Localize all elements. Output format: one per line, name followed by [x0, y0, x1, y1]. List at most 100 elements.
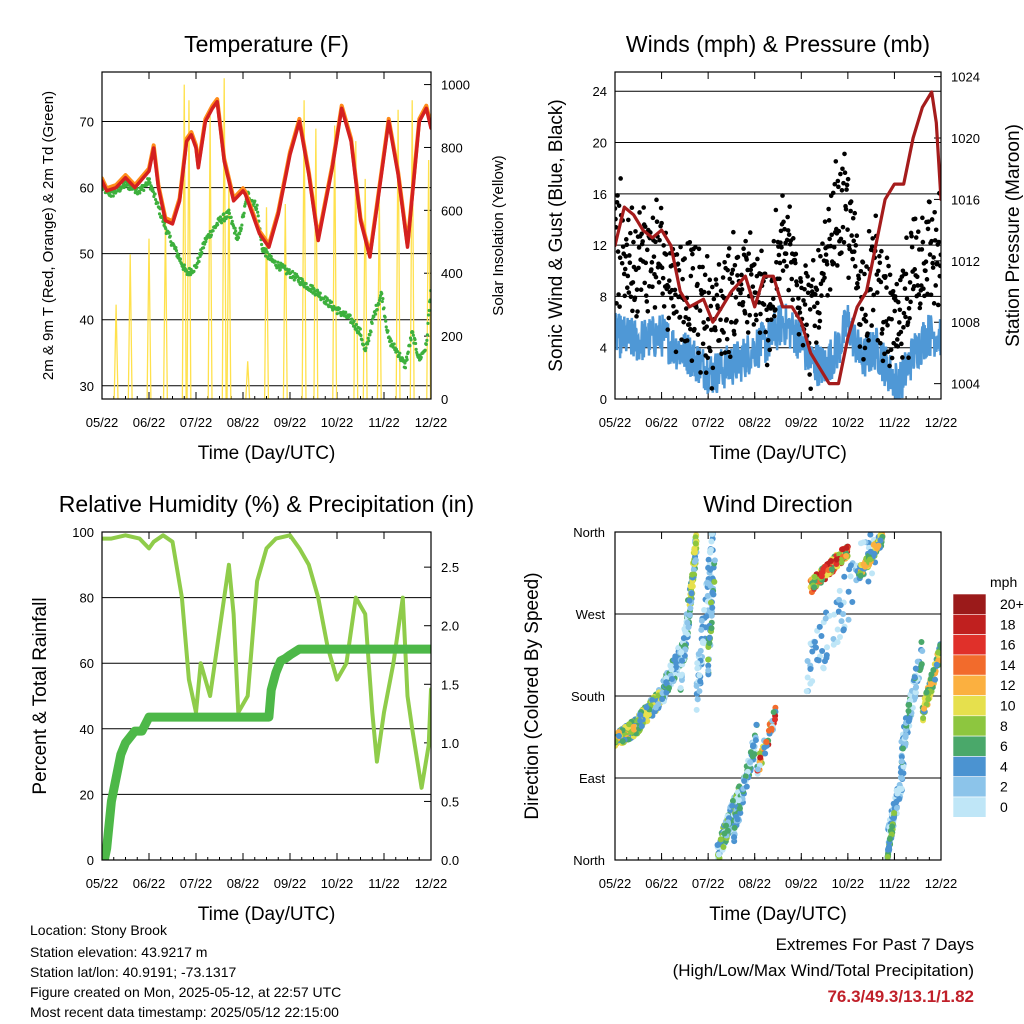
gust-point	[650, 215, 656, 221]
colorbar-label: 2	[1000, 779, 1008, 795]
gust-point	[831, 244, 837, 250]
direction-point	[753, 721, 760, 728]
dewpoint-point	[413, 341, 418, 346]
gust-series	[615, 151, 941, 392]
colorbar: mph 20+ 18 16 14 12 10 8 6 4 2 0	[952, 574, 1024, 818]
dewpoint-point	[255, 203, 259, 207]
gust-point	[796, 296, 801, 301]
gust-point	[718, 288, 724, 294]
direction-point	[824, 644, 831, 651]
direction-point	[847, 573, 854, 580]
gust-point	[735, 254, 741, 260]
gust-point	[831, 260, 837, 266]
colorbar-label: 8	[1000, 718, 1008, 734]
gust-point	[774, 260, 779, 265]
gust-point	[663, 252, 669, 257]
y-tick-label: 0	[600, 392, 607, 407]
gust-point	[686, 322, 692, 327]
dewpoint-point	[256, 210, 260, 214]
dewpoint-point	[301, 279, 305, 283]
dewpoint-point	[201, 246, 206, 250]
dewpoint-point	[236, 236, 241, 240]
direction-point	[897, 774, 904, 781]
direction-point	[823, 654, 830, 661]
gust-point	[856, 276, 862, 282]
gust-point	[727, 276, 733, 282]
x-tick-label: 12/22	[925, 415, 958, 430]
direction-point	[849, 598, 856, 605]
dewpoint-point	[276, 260, 280, 264]
direction-point	[637, 712, 644, 719]
direction-point	[830, 636, 837, 643]
direction-point	[837, 602, 844, 609]
gust-point	[772, 313, 777, 319]
gust-point	[817, 310, 822, 316]
gust-point	[626, 217, 631, 223]
gust-point	[794, 279, 799, 284]
gust-point	[779, 245, 784, 250]
direction-point	[731, 834, 738, 841]
gust-point	[838, 236, 844, 242]
gust-point	[805, 274, 810, 279]
dewpoint-point	[318, 291, 322, 295]
colorbar-label: 10	[1000, 698, 1016, 714]
direction-point	[886, 835, 893, 842]
gust-point	[674, 252, 680, 257]
gust-point	[696, 246, 702, 252]
gust-point	[649, 260, 655, 265]
winds-title: Winds (mph) & Pressure (mb)	[626, 31, 930, 57]
y2-tick-label: 1020	[951, 131, 980, 146]
gust-point	[741, 246, 746, 252]
gust-point	[869, 323, 874, 328]
x-tick-label: 07/22	[692, 415, 725, 430]
gust-point	[824, 262, 830, 267]
extremes-values: 76.3/49.3/13.1/1.82	[827, 987, 974, 1006]
gust-point	[656, 280, 662, 285]
dewpoint-point	[174, 245, 178, 250]
solar-peak	[181, 84, 187, 399]
y-tick-label: 20	[593, 136, 607, 151]
direction-point	[828, 566, 835, 573]
dewpoint-point	[344, 310, 348, 314]
gust-point	[928, 292, 934, 298]
direction-point	[705, 564, 712, 571]
colorbar-unit: mph	[990, 574, 1017, 590]
direction-point	[836, 633, 843, 640]
direction-point	[933, 661, 940, 668]
dewpoint-point	[222, 212, 226, 216]
direction-point	[643, 704, 650, 711]
dewpoint-point	[368, 333, 372, 337]
gust-point	[767, 347, 773, 353]
gust-point	[936, 239, 941, 245]
gust-point	[818, 253, 823, 259]
dewpoint-point	[192, 269, 196, 273]
gust-point	[628, 230, 633, 236]
direction-point	[891, 809, 898, 816]
direction-point	[865, 578, 872, 585]
gust-point	[717, 338, 722, 343]
x-tick-label: 07/22	[692, 876, 725, 891]
gust-point	[676, 267, 682, 273]
direction-point	[708, 538, 715, 545]
winds-ylabel-right: Station Pressure (Maroon)	[1003, 124, 1024, 347]
y2-tick-label: 2.0	[441, 619, 459, 634]
gust-point	[728, 319, 734, 325]
direction-point	[741, 778, 748, 785]
dewpoint-point	[242, 211, 246, 215]
gust-point	[702, 272, 708, 278]
dewpoint-point	[178, 257, 182, 261]
direction-point	[857, 572, 864, 579]
direction-point	[761, 744, 768, 751]
gust-point	[659, 265, 665, 271]
gust-point	[836, 184, 841, 190]
gust-point	[905, 320, 911, 325]
direction-point	[811, 573, 818, 580]
y-tick-label: 24	[593, 84, 607, 99]
solar-peak	[395, 109, 401, 399]
gust-point	[752, 262, 757, 267]
y-tick-label: 20	[80, 787, 94, 802]
gust-point	[866, 228, 872, 234]
dewpoint-point	[302, 285, 307, 289]
x-tick-label: 09/22	[785, 876, 818, 891]
gust-point	[814, 287, 820, 293]
